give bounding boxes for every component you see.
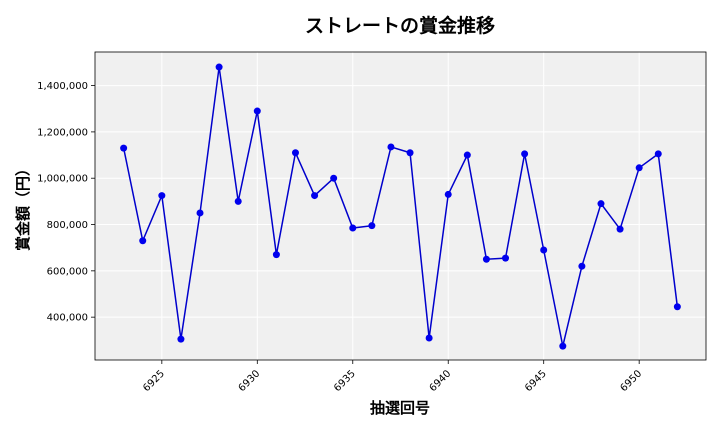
- data-point: [139, 237, 147, 245]
- data-point: [234, 197, 242, 205]
- x-tick-label: 6950: [619, 368, 645, 394]
- data-point: [521, 150, 529, 158]
- data-point: [673, 303, 681, 311]
- y-tick-label: 1,200,000: [37, 127, 88, 138]
- x-tick-label: 6935: [332, 368, 358, 394]
- data-point: [425, 334, 433, 342]
- y-tick-label: 1,000,000: [37, 174, 88, 185]
- data-point: [177, 335, 185, 343]
- x-tick-label: 6930: [237, 368, 263, 394]
- y-tick-label: 800,000: [47, 220, 88, 231]
- y-tick-label: 400,000: [47, 313, 88, 324]
- data-point: [635, 164, 643, 172]
- y-axis-ticks: 400,000 600,000 800,000 1,000,000 1,200,000 1…: [37, 81, 95, 324]
- data-point: [654, 150, 662, 158]
- data-point: [597, 200, 605, 208]
- plot-area: [95, 52, 706, 360]
- data-point: [215, 63, 223, 71]
- series-line: [122, 66, 679, 347]
- data-point: [368, 222, 376, 230]
- data-point: [482, 255, 490, 263]
- x-tick-label: 6925: [141, 368, 167, 394]
- x-axis-ticks: 6925 6930 6935 6940 6945 6950: [141, 360, 644, 394]
- data-point: [196, 209, 204, 217]
- data-point: [158, 192, 166, 200]
- grid-lines: [95, 52, 706, 360]
- data-point: [349, 224, 357, 232]
- data-point: [120, 144, 128, 152]
- data-point: [502, 254, 510, 262]
- y-tick-label: 1,400,000: [37, 81, 88, 92]
- plot-frame: [94, 51, 707, 361]
- data-points: [120, 63, 681, 350]
- data-point: [578, 262, 586, 270]
- data-point: [330, 174, 338, 182]
- x-axis-label: 抽選回号: [370, 399, 430, 417]
- chart-title: ストレートの賞金推移: [305, 14, 495, 37]
- data-point: [616, 225, 624, 233]
- data-point: [253, 107, 261, 115]
- x-tick-label: 6945: [523, 368, 549, 394]
- data-point: [559, 342, 567, 350]
- x-tick-label: 6940: [428, 368, 454, 394]
- data-point: [272, 251, 280, 259]
- data-point: [463, 151, 471, 159]
- data-point: [291, 149, 299, 157]
- data-point: [406, 149, 414, 157]
- data-point: [387, 143, 395, 151]
- data-point: [444, 190, 452, 198]
- y-axis-label: 賞金額（円）: [14, 161, 32, 251]
- data-point: [311, 192, 319, 200]
- data-point: [540, 246, 548, 254]
- y-tick-label: 600,000: [47, 266, 88, 277]
